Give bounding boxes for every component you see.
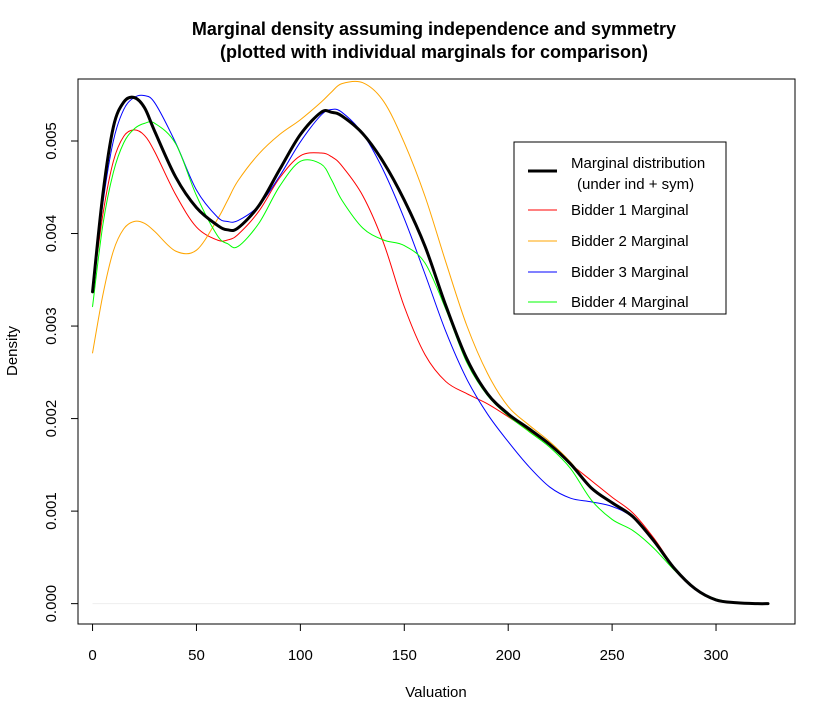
legend-label-sub: (under ind + sym)	[577, 176, 694, 193]
legend-label: Bidder 1 Marginal	[571, 202, 689, 219]
legend-label: Bidder 2 Marginal	[571, 233, 689, 250]
x-tick-label: 200	[496, 647, 521, 664]
y-tick-label: 0.001	[43, 492, 60, 530]
chart-title-line2: (plotted with individual marginals for c…	[220, 42, 648, 62]
series-line-marginal-distribution-under-ind-sym	[91, 95, 770, 606]
series-line-bidder-4-marginal	[92, 121, 769, 605]
x-tick-label: 250	[600, 647, 625, 664]
legend-label: Bidder 4 Marginal	[571, 294, 689, 311]
y-tick-label: 0.003	[43, 307, 60, 345]
y-tick-label: 0.002	[43, 400, 60, 438]
x-tick-label: 0	[88, 647, 96, 664]
x-tick-label: 150	[392, 647, 417, 664]
x-tick-label: 50	[188, 647, 205, 664]
chart-title-line1: Marginal density assuming independence a…	[192, 19, 676, 39]
x-axis-label: Valuation	[405, 684, 466, 701]
legend: Marginal distribution (under ind + sym) Bi…	[513, 141, 727, 315]
legend-label: Bidder 3 Marginal	[571, 264, 689, 281]
series-line-bidder-1-marginal	[92, 129, 769, 605]
y-axis-label: Density	[4, 325, 21, 376]
y-tick-label: 0.004	[43, 215, 60, 253]
x-tick-label: 300	[704, 647, 729, 664]
x-tick-label: 100	[288, 647, 313, 664]
legend-label: Marginal distribution	[571, 155, 705, 172]
y-tick-label: 0.000	[43, 585, 60, 623]
y-tick-label: 0.005	[43, 122, 60, 160]
